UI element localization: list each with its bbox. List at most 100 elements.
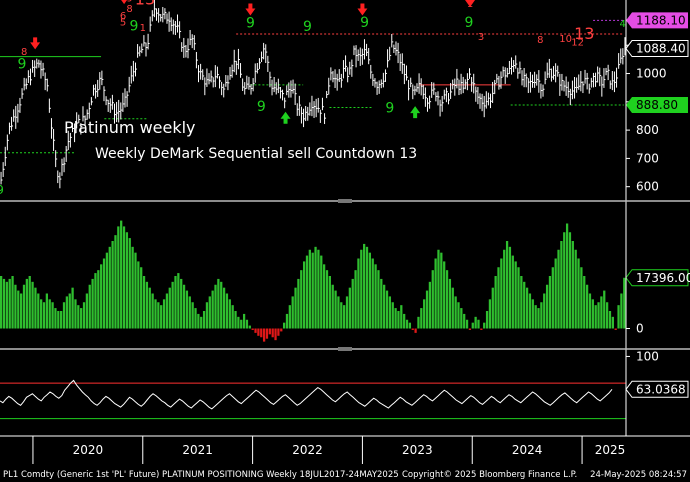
positioning-bar bbox=[305, 255, 309, 329]
chart-title: Platinum weekly bbox=[64, 118, 196, 137]
positioning-bar bbox=[345, 296, 349, 329]
positioning-bar bbox=[454, 296, 457, 329]
positioning-bar bbox=[120, 220, 123, 329]
positioning-bar bbox=[228, 299, 231, 329]
positioning-bar bbox=[368, 252, 371, 329]
positioning-bar bbox=[191, 302, 194, 329]
demark-count: 9 bbox=[0, 183, 4, 197]
positioning-bar bbox=[20, 293, 23, 329]
positioning-bar bbox=[205, 302, 209, 329]
positioning-bar bbox=[248, 325, 251, 329]
price-tag-label: 1088.40 bbox=[636, 42, 686, 56]
footer-bar: PL1 Comdty (Generic 1st 'PL' Future) PLA… bbox=[0, 468, 690, 482]
positioning-bar bbox=[554, 258, 557, 329]
positioning-bar bbox=[34, 287, 37, 329]
price-panel: 6007008009001000110013986591999911310124… bbox=[0, 0, 689, 197]
positioning-bar bbox=[65, 296, 69, 329]
positioning-bar bbox=[62, 302, 66, 329]
positioning-bar bbox=[60, 311, 63, 329]
positioning-bar bbox=[302, 261, 306, 329]
positioning-bar bbox=[285, 313, 289, 329]
positioning-bar bbox=[608, 311, 612, 329]
positioning-bar bbox=[497, 267, 500, 329]
positioning-bar bbox=[200, 316, 203, 329]
positioning-last-box bbox=[625, 269, 689, 287]
demark-count: 9 bbox=[18, 56, 27, 72]
footer-copyright: Copyright© 2025 Bloomberg Finance L.P. bbox=[402, 470, 578, 480]
positioning-bar bbox=[440, 252, 443, 329]
positioning-bar bbox=[40, 299, 43, 329]
positioning-bar bbox=[457, 302, 460, 329]
x-axis: 2020 2021 2022 2023 2024 2025 bbox=[32, 436, 625, 464]
positioning-bar bbox=[260, 328, 263, 338]
positioning-bar bbox=[48, 299, 51, 329]
positioning-bar bbox=[383, 284, 386, 329]
positioning-bar bbox=[540, 302, 543, 329]
demark-count: 9 bbox=[360, 15, 369, 31]
year-label: 2021 bbox=[182, 443, 213, 457]
positioning-bar bbox=[617, 305, 620, 329]
positioning-bar bbox=[57, 311, 60, 329]
positioning-bar bbox=[551, 267, 554, 329]
demark-count: 10 bbox=[559, 34, 572, 45]
positioning-bar bbox=[514, 261, 517, 329]
positioning-bar bbox=[142, 276, 146, 329]
positioning-bar bbox=[377, 270, 380, 329]
positioning-bar bbox=[8, 278, 11, 329]
price-tick-label: 1000 bbox=[636, 67, 667, 81]
positioning-bar bbox=[354, 270, 357, 329]
positioning-bar bbox=[403, 313, 406, 329]
year-label: 2022 bbox=[292, 443, 323, 457]
positioning-bar bbox=[351, 278, 354, 329]
price-tag-box bbox=[626, 96, 688, 113]
buy-arrow-icon bbox=[280, 111, 291, 124]
positioning-bar bbox=[25, 278, 28, 329]
price-tag-label: 888.80 bbox=[636, 98, 678, 112]
positioning-bar bbox=[531, 299, 534, 329]
positioning-bar bbox=[54, 308, 57, 329]
positioning-bar bbox=[585, 284, 589, 329]
positioning-bar bbox=[340, 302, 343, 329]
positioning-bar bbox=[420, 308, 423, 329]
positioning-bar bbox=[280, 328, 283, 332]
positioning-bar bbox=[157, 302, 160, 329]
positioning-bar bbox=[31, 281, 34, 329]
positioning-bar bbox=[237, 316, 240, 329]
positioning-bar bbox=[22, 284, 26, 329]
positioning-bar bbox=[177, 273, 180, 329]
positioning-bar bbox=[225, 293, 229, 329]
positioning-bar bbox=[300, 270, 303, 329]
separator-2-handle bbox=[338, 347, 352, 351]
positioning-bar bbox=[374, 264, 377, 329]
positioning-bar bbox=[165, 293, 169, 329]
positioning-bar bbox=[548, 276, 552, 329]
positioning-bar bbox=[523, 281, 526, 329]
positioning-bar bbox=[474, 316, 477, 329]
positioning-bar bbox=[603, 290, 606, 329]
separator-1-handle bbox=[338, 199, 352, 203]
positioning-bar bbox=[537, 308, 540, 329]
footer-timestamp: 24-May-2025 08:24:57 bbox=[590, 470, 687, 480]
positioning-bar bbox=[611, 316, 614, 329]
positioning-bar bbox=[80, 308, 83, 329]
oscillator-line bbox=[0, 379, 613, 410]
positioning-bar bbox=[365, 246, 369, 329]
positioning-tick-label: 0 bbox=[636, 322, 644, 336]
chart-canvas: 6007008009001000110013986591999911310124… bbox=[0, 0, 690, 464]
positioning-bar bbox=[371, 258, 374, 329]
positioning-bar bbox=[620, 293, 623, 329]
positioning-bar bbox=[591, 299, 594, 329]
positioning-bar bbox=[194, 308, 197, 329]
positioning-bar bbox=[182, 284, 186, 329]
positioning-bar bbox=[380, 278, 383, 329]
positioning-bar bbox=[468, 328, 472, 330]
positioning-bar bbox=[400, 305, 403, 329]
positioning-bar bbox=[623, 277, 626, 329]
demark-count: 8 bbox=[537, 35, 543, 46]
positioning-bar bbox=[557, 249, 560, 329]
positioning-bar bbox=[105, 252, 109, 329]
positioning-bar bbox=[494, 276, 497, 329]
positioning-bar bbox=[394, 308, 397, 329]
positioning-bar bbox=[108, 246, 111, 329]
positioning-bar bbox=[408, 322, 412, 329]
